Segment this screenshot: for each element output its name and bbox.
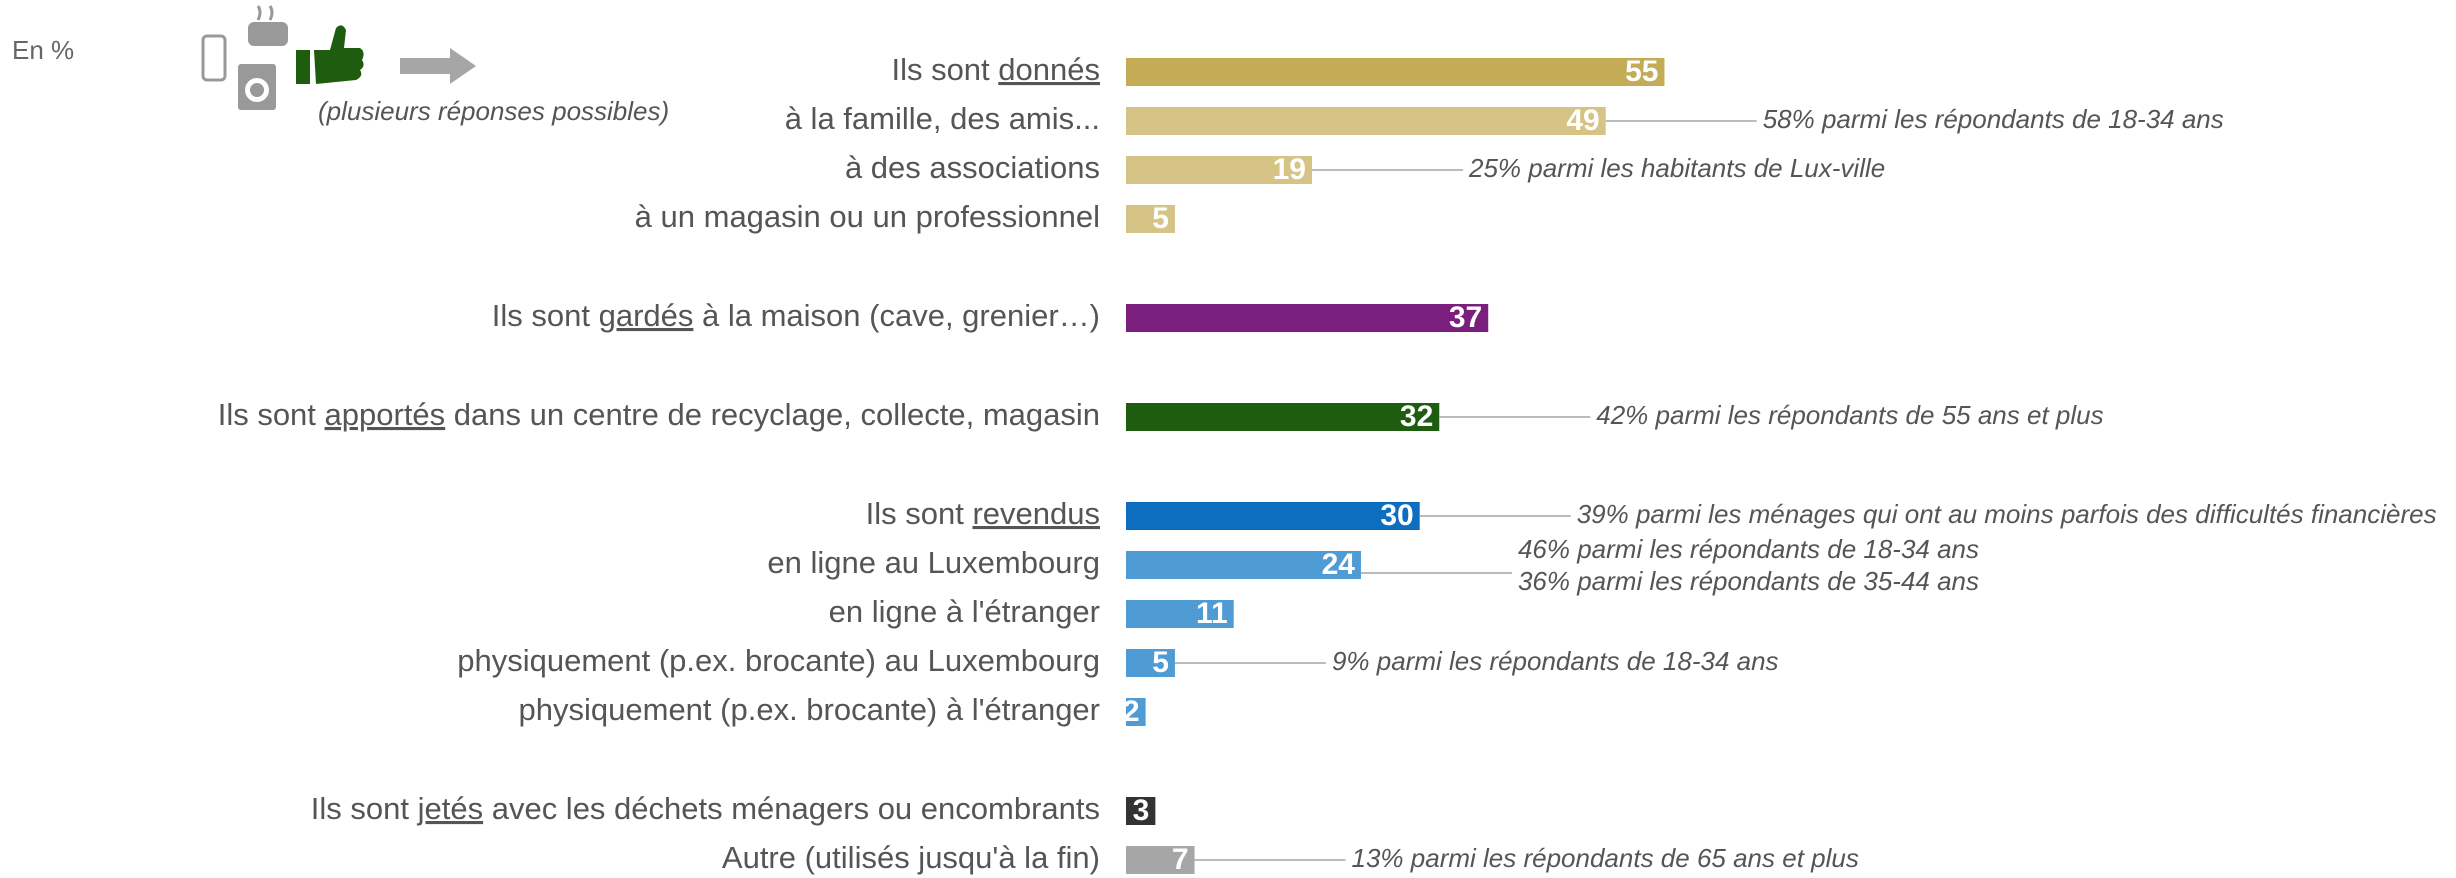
bar (1126, 304, 1489, 332)
value-label: 7 (1172, 843, 1189, 876)
category-label: en ligne à l'étranger (829, 594, 1100, 629)
value-label: 32 (1400, 400, 1433, 433)
value-label: 5 (1152, 646, 1169, 679)
category-label: Autre (utilisés jusqu'à la fin) (722, 840, 1100, 875)
bar (1126, 156, 1313, 184)
bar (1126, 551, 1361, 579)
value-label: 49 (1566, 104, 1599, 137)
value-label: 2 (1123, 695, 1140, 728)
category-label: physiquement (p.ex. brocante) à l'étrang… (519, 692, 1100, 727)
bar (1126, 698, 1146, 726)
value-label: 37 (1449, 301, 1482, 334)
annotation: 36% parmi les répondants de 35-44 ans (1518, 566, 1979, 596)
annotation: 46% parmi les répondants de 18-34 ans (1518, 534, 1979, 564)
annotation: 9% parmi les répondants de 18-34 ans (1332, 646, 1779, 676)
bar (1126, 58, 1665, 86)
annotation: 13% parmi les répondants de 65 ans et pl… (1352, 843, 1859, 873)
category-label: à la famille, des amis... (785, 101, 1100, 136)
category-label: Ils sont apportés dans un centre de recy… (218, 397, 1100, 432)
annotation: 39% parmi les ménages qui ont au moins p… (1577, 499, 2437, 529)
value-label: 19 (1273, 153, 1306, 186)
category-label: à des associations (845, 150, 1100, 185)
category-label: physiquement (p.ex. brocante) au Luxembo… (457, 643, 1100, 678)
category-label: Ils sont revendus (866, 496, 1100, 531)
value-label: 55 (1625, 55, 1658, 88)
category-label: en ligne au Luxembourg (767, 545, 1100, 580)
category-label: Ils sont jetés avec les déchets ménagers… (311, 791, 1100, 826)
icons (201, 5, 476, 110)
bar (1126, 797, 1156, 825)
annotation: 42% parmi les répondants de 55 ans et pl… (1596, 400, 2103, 430)
bar (1126, 403, 1440, 431)
bar (1126, 600, 1234, 628)
annotation: 58% parmi les répondants de 18-34 ans (1763, 104, 2224, 134)
category-label: Ils sont gardés à la maison (cave, greni… (492, 298, 1100, 333)
note: (plusieurs réponses possibles) (318, 96, 669, 126)
bar (1126, 846, 1195, 874)
bar (1126, 205, 1175, 233)
bar (1126, 107, 1606, 135)
value-label: 5 (1152, 202, 1169, 235)
bar (1126, 649, 1175, 677)
annotation: 25% parmi les habitants de Lux-ville (1468, 153, 1885, 183)
bar (1126, 502, 1420, 530)
unit-label: En % (12, 35, 74, 65)
category-label: Ils sont donnés (891, 52, 1100, 87)
value-label: 3 (1133, 794, 1150, 827)
category-label: à un magasin ou un professionnel (635, 199, 1100, 234)
value-label: 30 (1380, 499, 1413, 532)
value-label: 24 (1322, 548, 1356, 581)
value-label: 11 (1196, 597, 1228, 630)
